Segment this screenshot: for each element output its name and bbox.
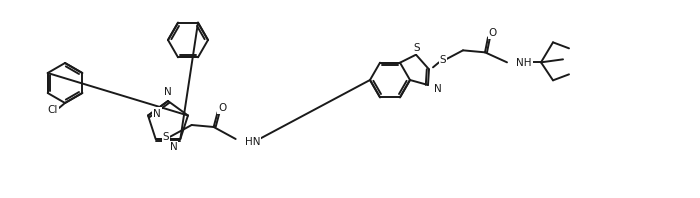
Text: HN: HN <box>245 137 260 147</box>
Text: N: N <box>153 109 161 119</box>
Text: NH: NH <box>516 58 531 68</box>
Text: S: S <box>162 132 169 142</box>
Text: N: N <box>434 84 442 94</box>
Text: O: O <box>218 103 227 113</box>
Text: N: N <box>164 87 172 97</box>
Text: S: S <box>440 55 447 65</box>
Text: Cl: Cl <box>48 105 58 115</box>
Text: O: O <box>489 28 497 38</box>
Text: S: S <box>414 43 420 53</box>
Text: N: N <box>169 142 177 152</box>
